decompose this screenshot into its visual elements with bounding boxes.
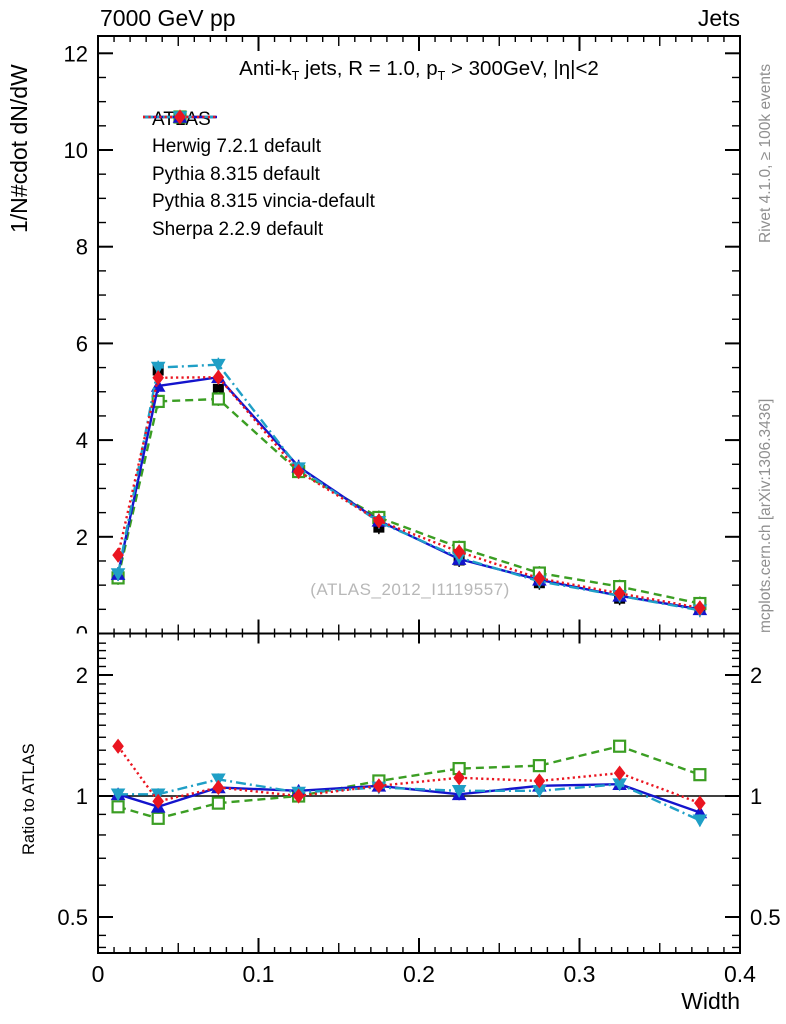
process-label: Jets xyxy=(697,5,740,31)
series-sherpa-2-2-9-default xyxy=(112,369,706,616)
tick-label: 1 xyxy=(750,784,762,809)
tick-label: 0 xyxy=(92,961,105,987)
tick-label: 10 xyxy=(64,138,88,163)
mcplots-arxiv-note: mcplots.cern.ch [arXiv:1306.3436] xyxy=(757,398,774,633)
tick-label: 2 xyxy=(750,663,762,688)
tick-label: 0.2 xyxy=(403,961,435,987)
tick-label: 0.5 xyxy=(750,905,781,930)
plot-title-segment: T xyxy=(437,69,446,84)
analysis-watermark: (ATLAS_2012_I1119557) xyxy=(310,580,510,599)
tick-label: 0.1 xyxy=(243,961,275,987)
tick-label: 2 xyxy=(76,525,88,550)
ratio-axis-label: Ratio to ATLAS xyxy=(20,743,38,855)
tick-label: 0.4 xyxy=(724,961,756,987)
legend-marker-diamond xyxy=(143,109,217,125)
legend-label: Herwig 7.2.1 default xyxy=(152,136,321,158)
tick-label: 1 xyxy=(76,784,88,809)
plot-title-segment: T xyxy=(291,69,300,84)
tick-label: 6 xyxy=(76,331,88,356)
x-axis-tick-labels: 0 0.1 0.2 0.3 0.4 xyxy=(92,961,757,987)
series-herwig-7-2-1-default xyxy=(111,392,707,611)
rivet-version-note: Rivet 4.1.0, ≥ 100k events xyxy=(757,63,774,243)
ratio-series-sherpa-2-2-9-default xyxy=(112,738,706,811)
main-series xyxy=(110,357,708,618)
tick-label: 8 xyxy=(76,235,88,260)
legend-item-pythia-8-315-default: Pythia 8.315 default xyxy=(141,110,375,189)
plot-title-segment: jets, R = 1.0, p xyxy=(299,57,438,80)
tick-label: 0.5 xyxy=(57,905,88,930)
x-axis-label: Width xyxy=(681,988,740,1014)
plot-title: Anti-kT jets, R = 1.0, pT > 300GeV, |η|<… xyxy=(98,57,740,83)
tick-label: 2 xyxy=(76,663,88,688)
ratio-panel: 0.5 0.5 1 1 2 2 xyxy=(57,632,781,954)
legend-item-herwig-7-2-1-default: Herwig 7.2.1 default xyxy=(141,110,375,162)
legend-item-pythia-8-315-vincia-default: Pythia 8.315 vincia-default xyxy=(141,111,375,217)
beam-label: 7000 GeV pp xyxy=(100,5,236,31)
ratio-series xyxy=(110,738,708,828)
tick-label: 0.3 xyxy=(564,961,596,987)
tick-label: 12 xyxy=(64,41,88,66)
main-panel: 024681012 xyxy=(64,35,741,647)
plot-title-segment: > 300GeV, |η|<2 xyxy=(445,57,599,80)
tick-label: 4 xyxy=(76,428,88,453)
legend-item-sherpa-2-2-9-default: Sherpa 2.2.9 default xyxy=(141,109,375,244)
legend-label: Pythia 8.315 default xyxy=(152,163,320,185)
plot-title-segment: Anti-k xyxy=(239,57,292,80)
legend-label: Sherpa 2.2.9 default xyxy=(152,218,324,240)
ratio-pad-background xyxy=(0,633,786,1024)
series-pythia-8-315-vincia-default xyxy=(110,357,708,618)
legend-label: Pythia 8.315 vincia-default xyxy=(152,191,375,213)
y-axis-label: 1/N#cdot dN/dW xyxy=(6,64,32,233)
